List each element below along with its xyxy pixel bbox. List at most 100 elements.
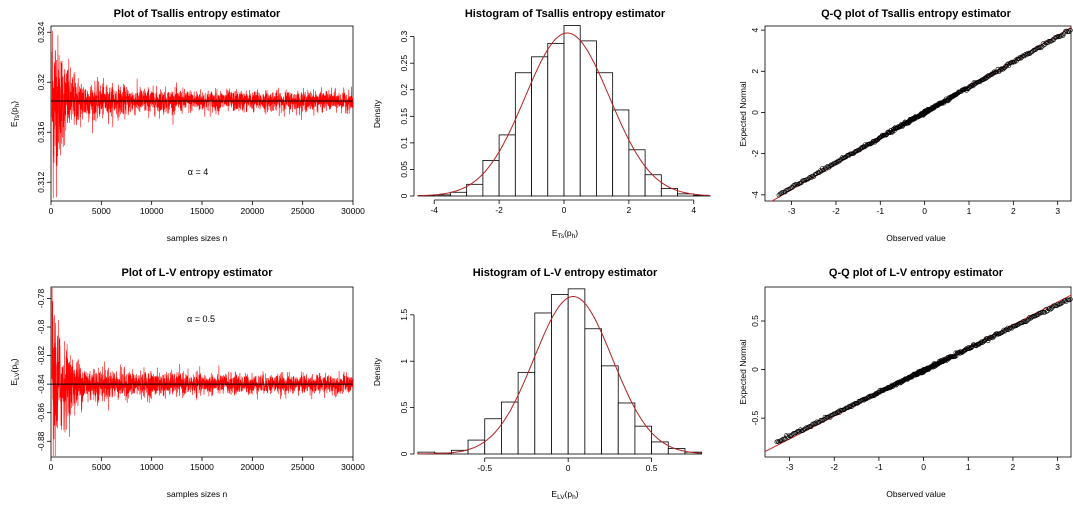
tsallis-hist-y-tick-label: 0.3	[399, 30, 409, 42]
tsallis-hist-y-tick-label: 0.15	[399, 108, 409, 125]
tsallis-qq-point	[1054, 34, 1060, 40]
tsallis-trace-y-tick-label: 0.32	[36, 74, 46, 91]
tsallis-hist-bar	[677, 193, 695, 197]
tsallis-hist-bar	[547, 43, 565, 197]
tsallis-trace-ylabel: ETs(ph)	[9, 101, 21, 127]
lv-hist-x-tick-label: -0.5	[477, 463, 492, 473]
tsallis-qq-point	[1009, 60, 1014, 65]
tsallis-qq-title: Q-Q plot of Tsallis entropy estimator	[821, 8, 1012, 20]
lv-alpha-annotation: α = 0.5	[187, 314, 215, 324]
lv-trace-x-tick-label: 0	[49, 462, 54, 472]
lv-hist-ylabel: Density	[372, 357, 382, 386]
lv-hist-bar	[567, 288, 586, 455]
lv-qq-x-tick-label: 2	[1011, 462, 1016, 472]
tsallis-trace-x-tick-label: 10000	[140, 206, 164, 216]
lv-hist-x-tick-label: 0	[566, 463, 571, 473]
lv-qq-point	[787, 433, 792, 438]
lv-qq-frame	[764, 286, 1072, 458]
tsallis-hist-bar	[514, 72, 532, 197]
tsallis-qq-x-tick-label: 3	[1055, 206, 1060, 216]
lv-qq-point	[1062, 298, 1068, 303]
lv-hist-x-tick-label: 0.5	[646, 463, 658, 473]
lv-qq-x-tick-label: -2	[830, 462, 838, 472]
tsallis-hist-bar	[563, 25, 581, 197]
tsallis-hist-title: Histogram of Tsallis entropy estimator	[465, 8, 666, 20]
tsallis-qq-point	[1038, 45, 1044, 51]
lv-hist-bar	[484, 418, 502, 455]
lv-trace-plot: 0 5000 10000 15000 20000 25000 30000 -0.88 -0.86…	[36, 286, 365, 472]
lv-histogram-plot: -0.5 0 0.5 0 0.5 1 1.5	[399, 288, 703, 473]
lv-qq-y-tick-label: 0.5	[750, 315, 760, 327]
tsallis-qq-point	[1037, 44, 1043, 49]
lv-hist-y-tick-label: 1.5	[399, 309, 409, 321]
tsallis-qq-x-tick-label: -3	[788, 206, 796, 216]
lv-trace-x-tick-label: 25000	[291, 462, 315, 472]
lv-trace-x-tick-label: 30000	[341, 462, 365, 472]
tsallis-qq-frame	[764, 25, 1072, 202]
lv-qq-ylabel: Expected Normal	[738, 339, 748, 404]
lv-qq-point	[804, 425, 809, 430]
tsallis-hist-y-tick-label: 0	[399, 193, 409, 198]
lv-qq-plot: -3 -2 -1 0 1 2 3 -0.5 0 0.5	[750, 286, 1073, 472]
tsallis-hist-bar	[450, 191, 468, 197]
lv-trace-y-tick-label: -0.86	[36, 403, 46, 423]
tsallis-qq-point	[780, 190, 786, 195]
lv-hist-y-tick-label: 1	[399, 359, 409, 364]
tsallis-hist-x-tick-label: 0	[562, 205, 567, 215]
tsallis-trace-title: Plot of Tsallis entropy estimator	[114, 8, 281, 20]
lv-qq-point	[1039, 310, 1045, 315]
lv-qq-point	[1067, 297, 1072, 303]
tsallis-qq-point	[1055, 33, 1061, 39]
tsallis-qq-point	[1058, 33, 1064, 39]
tsallis-hist-bar	[482, 160, 500, 197]
tsallis-trace-y-tick-label: 0.312	[36, 171, 46, 193]
lv-trace-title: Plot of L-V entropy estimator	[122, 267, 274, 279]
tsallis-qq-reference-line	[771, 26, 1071, 201]
tsallis-qq-x-tick-label: 2	[1011, 206, 1016, 216]
tsallis-hist-y-tick-label: 0.2	[399, 84, 409, 96]
tsallis-qq-point	[1026, 50, 1032, 56]
lv-qq-point	[1047, 306, 1052, 311]
lv-qq-point	[1046, 306, 1051, 311]
lv-qq-point	[775, 439, 780, 444]
tsallis-hist-y-tick-label: 0.05	[399, 161, 409, 178]
lv-trace-x-tick-label: 15000	[190, 462, 214, 472]
tsallis-qq-y-tick-label: -4	[750, 191, 760, 199]
tsallis-trace-x-tick-label: 25000	[291, 206, 315, 216]
lv-hist-title: Histogram of L-V entropy estimator	[473, 267, 658, 279]
tsallis-qq-x-tick-label: 1	[967, 206, 972, 216]
tsallis-hist-y-tick-label: 0.1	[399, 137, 409, 149]
tsallis-qq-point	[1062, 29, 1068, 34]
tsallis-hist-x-tick-label: -2	[495, 205, 503, 215]
lv-qq-point	[1017, 321, 1022, 326]
tsallis-qq-y-tick-label: 2	[750, 69, 760, 74]
tsallis-hist-x-tick-label: 4	[691, 205, 696, 215]
lv-qq-point	[1055, 301, 1061, 307]
tsallis-histogram-plot: -4 -2 0 2 4 0 0.05 0.1 0.15 0.2 0.25 0.3	[399, 25, 711, 215]
lv-qq-point	[776, 439, 781, 445]
lv-trace-xlabel: samples sizes n	[167, 489, 228, 499]
lv-trace-x-tick-label: 10000	[140, 462, 164, 472]
tsallis-qq-point	[1010, 59, 1015, 65]
tsallis-alpha-annotation: α = 4	[188, 167, 208, 177]
lv-qq-y-tick-label: 0	[750, 367, 760, 372]
tsallis-qq-xlabel: Observed value	[886, 233, 946, 243]
tsallis-trace-y-tick-label: 0.316	[36, 121, 46, 143]
tsallis-trace-xlabel: samples sizes n	[167, 233, 228, 243]
lv-hist-bar	[467, 439, 486, 455]
lv-trace-frame	[50, 286, 354, 458]
lv-trace-y-tick-label: -0.82	[36, 346, 46, 366]
lv-qq-point	[985, 338, 991, 343]
tsallis-hist-x-tick-label: 2	[627, 205, 632, 215]
tsallis-hist-x-tick-label: -4	[430, 205, 438, 215]
tsallis-qq-x-tick-label: 0	[922, 206, 927, 216]
tsallis-trace-y-tick-label: 0.324	[36, 21, 46, 43]
lv-hist-bar	[534, 312, 552, 455]
tsallis-hist-bar	[660, 188, 678, 197]
tsallis-hist-bar	[628, 149, 646, 197]
tsallis-trace-x-tick-label: 30000	[341, 206, 365, 216]
tsallis-qq-point	[986, 74, 991, 79]
lv-hist-bar	[617, 402, 636, 455]
lv-qq-x-tick-label: -1	[875, 462, 883, 472]
tsallis-qq-y-tick-label: -2	[750, 150, 760, 158]
